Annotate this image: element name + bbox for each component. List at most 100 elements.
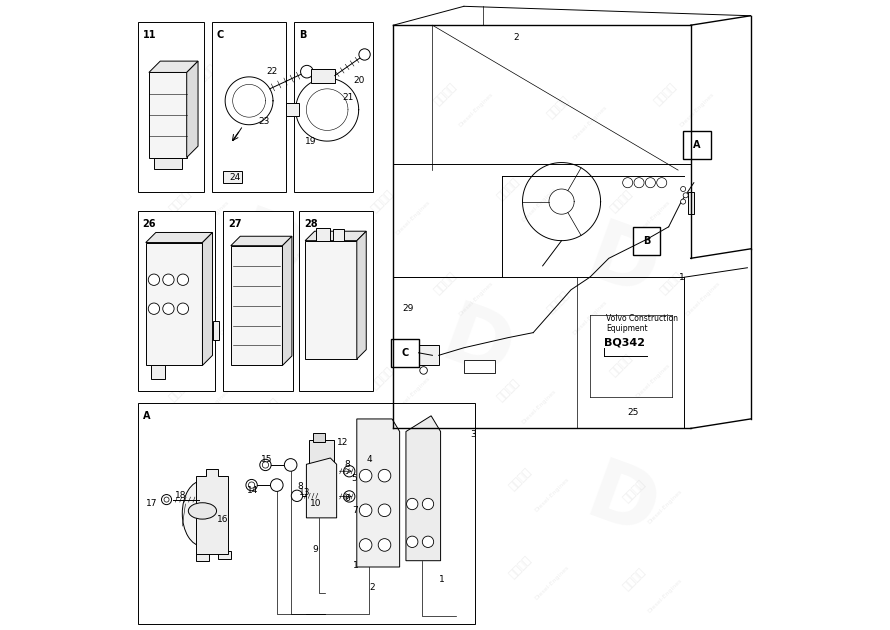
- Bar: [196, 551, 209, 561]
- Text: 紫发动力: 紫发动力: [167, 554, 193, 580]
- Text: 紫发动力: 紫发动力: [193, 479, 219, 504]
- Circle shape: [164, 497, 169, 502]
- Text: Diesel-Engines: Diesel-Engines: [571, 300, 608, 336]
- Text: 紫发动力: 紫发动力: [306, 302, 332, 328]
- Text: Diesel-Engines: Diesel-Engines: [635, 363, 671, 399]
- Text: D: D: [304, 423, 397, 522]
- Text: 紫发动力: 紫发动力: [294, 491, 320, 517]
- Bar: [138, 211, 215, 391]
- Text: 2: 2: [513, 33, 519, 42]
- Text: 24: 24: [230, 173, 241, 182]
- Text: Diesel-Engines: Diesel-Engines: [647, 489, 684, 525]
- Circle shape: [681, 199, 685, 204]
- Text: Diesel-Engines: Diesel-Engines: [421, 552, 457, 588]
- Polygon shape: [146, 232, 213, 243]
- Text: 7: 7: [352, 506, 358, 515]
- Circle shape: [163, 274, 174, 285]
- Text: 15: 15: [261, 455, 272, 464]
- Text: Diesel-Engines: Diesel-Engines: [395, 375, 432, 412]
- Text: 紫发动力: 紫发动力: [546, 94, 571, 120]
- Text: 3: 3: [470, 430, 476, 439]
- Text: 紫发动力: 紫发动力: [369, 365, 395, 391]
- Text: 紫发动力: 紫发动力: [507, 554, 533, 580]
- Bar: [464, 360, 496, 373]
- Bar: [223, 171, 242, 183]
- Polygon shape: [202, 232, 213, 365]
- Text: 12: 12: [336, 438, 348, 447]
- Polygon shape: [149, 72, 187, 158]
- Bar: [633, 227, 660, 255]
- Circle shape: [177, 303, 189, 314]
- Bar: [299, 211, 373, 391]
- Circle shape: [378, 469, 391, 482]
- Text: 11: 11: [142, 30, 156, 40]
- Polygon shape: [357, 419, 400, 567]
- Bar: [212, 22, 287, 192]
- Text: 8: 8: [297, 482, 303, 491]
- Text: 9: 9: [312, 545, 319, 554]
- Text: 29: 29: [402, 304, 414, 313]
- Text: Diesel-Engines: Diesel-Engines: [332, 312, 368, 349]
- Bar: [138, 403, 475, 624]
- Circle shape: [284, 459, 297, 471]
- Polygon shape: [187, 61, 198, 158]
- Text: 13: 13: [299, 488, 311, 497]
- Polygon shape: [334, 229, 344, 241]
- Text: 1: 1: [679, 273, 685, 282]
- Circle shape: [420, 367, 427, 374]
- Circle shape: [359, 49, 370, 60]
- Text: Diesel-Engines: Diesel-Engines: [282, 237, 319, 273]
- Circle shape: [645, 178, 655, 188]
- Text: Diesel-Engines: Diesel-Engines: [522, 388, 558, 425]
- Text: 4: 4: [367, 455, 372, 464]
- Text: 1: 1: [439, 575, 444, 584]
- Text: 20: 20: [353, 76, 365, 85]
- Bar: [417, 345, 439, 365]
- Polygon shape: [357, 231, 367, 359]
- Text: Diesel-Engines: Diesel-Engines: [395, 199, 432, 236]
- Text: 16: 16: [217, 515, 229, 524]
- Text: Diesel-Engines: Diesel-Engines: [282, 407, 319, 444]
- Polygon shape: [305, 241, 357, 359]
- Circle shape: [161, 495, 172, 505]
- Circle shape: [657, 178, 667, 188]
- Text: 紫发动力: 紫发动力: [255, 227, 281, 252]
- Text: 25: 25: [627, 408, 639, 417]
- Text: D: D: [575, 215, 668, 314]
- Text: 1: 1: [352, 561, 359, 570]
- Polygon shape: [231, 236, 292, 246]
- Bar: [309, 440, 334, 466]
- Circle shape: [263, 462, 269, 468]
- Circle shape: [360, 539, 372, 551]
- Polygon shape: [305, 231, 367, 241]
- Polygon shape: [146, 243, 202, 365]
- Text: D: D: [575, 454, 668, 554]
- Text: Diesel-Engines: Diesel-Engines: [219, 489, 255, 525]
- Circle shape: [301, 66, 313, 78]
- Circle shape: [344, 466, 355, 477]
- Text: 5: 5: [352, 474, 358, 483]
- Text: 22: 22: [267, 67, 278, 76]
- Circle shape: [177, 274, 189, 285]
- Text: 28: 28: [303, 219, 318, 229]
- Text: 18: 18: [175, 491, 187, 500]
- Polygon shape: [317, 228, 330, 241]
- Bar: [236, 334, 257, 354]
- Text: 紫发动力: 紫发动力: [167, 378, 193, 403]
- Text: 紫发动力: 紫发动力: [652, 82, 678, 107]
- Text: 紫发动力: 紫发动力: [495, 176, 521, 202]
- Bar: [684, 131, 711, 159]
- Text: Diesel-Engines: Diesel-Engines: [534, 476, 570, 513]
- Text: 紫发动力: 紫发动力: [495, 378, 521, 403]
- Text: C: C: [401, 348, 409, 358]
- Text: 紫发动力: 紫发动力: [433, 271, 457, 296]
- Text: 紫发动力: 紫发动力: [659, 271, 684, 296]
- Circle shape: [407, 498, 418, 510]
- Text: A: A: [142, 411, 150, 421]
- Text: 紫发动力: 紫发动力: [193, 63, 219, 88]
- Bar: [294, 22, 373, 192]
- Polygon shape: [149, 61, 198, 72]
- Circle shape: [271, 479, 283, 491]
- Bar: [138, 22, 205, 192]
- Text: 6: 6: [344, 495, 350, 503]
